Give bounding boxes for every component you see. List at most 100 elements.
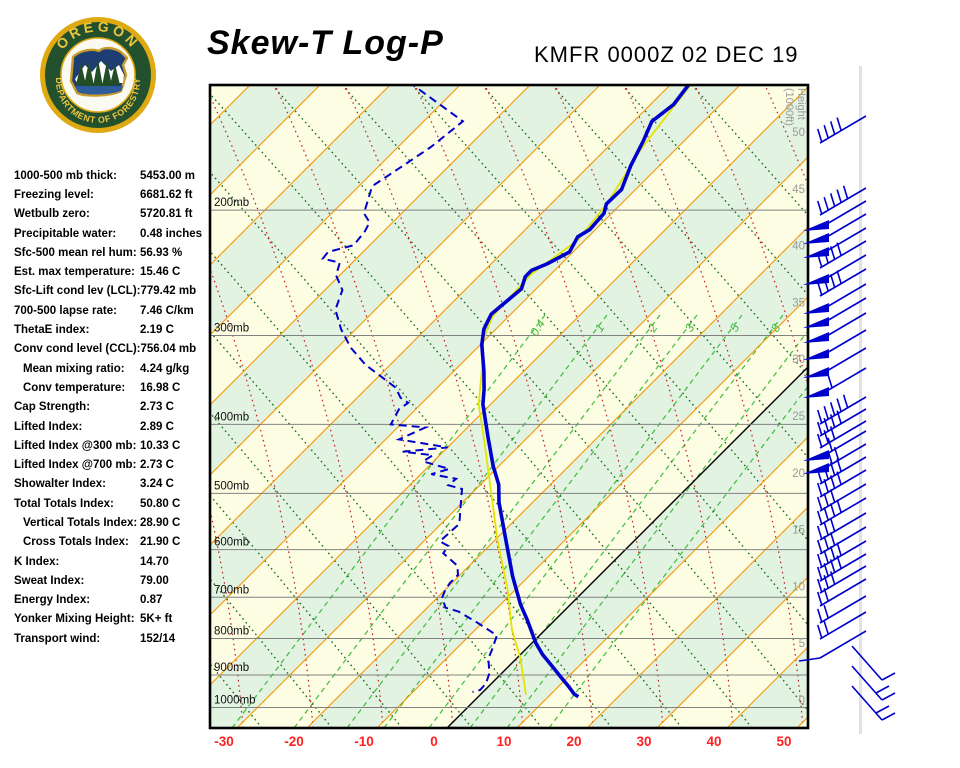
index-label: Freezing level: bbox=[14, 188, 94, 201]
station-datetime: KMFR 0000Z 02 DEC 19 bbox=[534, 42, 799, 67]
isotherm-line bbox=[210, 85, 391, 266]
index-row: Yonker Mixing Height: 5K+ ft bbox=[14, 610, 210, 629]
index-label: Energy Index: bbox=[14, 594, 91, 607]
wind-barb bbox=[816, 565, 867, 594]
index-label: K Index: bbox=[14, 555, 60, 568]
temp-tick-label: -30 bbox=[214, 734, 234, 749]
wind-barb bbox=[803, 329, 867, 360]
index-row: Mean mixing ratio: 4.24 g/kg bbox=[14, 359, 210, 378]
index-value: 50.80 C bbox=[140, 497, 181, 510]
wind-barb bbox=[816, 526, 867, 555]
index-label: Sfc-Lift cond lev (LCL): bbox=[14, 285, 141, 298]
wind-barb bbox=[816, 611, 867, 640]
index-row: Precipitable water: 0.48 inches bbox=[14, 224, 210, 243]
wind-barb bbox=[803, 200, 867, 231]
index-label: Precipitable water: bbox=[14, 227, 117, 240]
index-value: 2.19 C bbox=[140, 324, 174, 337]
wind-barb bbox=[816, 268, 867, 297]
wind-barb bbox=[803, 297, 867, 328]
wind-barb bbox=[851, 645, 896, 681]
index-value: 5453.00 m bbox=[140, 169, 195, 182]
wind-barb bbox=[816, 578, 867, 607]
wind-barb bbox=[803, 283, 867, 314]
index-label: Lifted Index @700 mb: bbox=[14, 459, 137, 472]
isotherm-line bbox=[210, 85, 671, 546]
index-row: Est. max temperature: 15.46 C bbox=[14, 262, 210, 281]
index-row: Cross Totals Index: 21.90 C bbox=[14, 533, 210, 552]
moist-adiabat-line bbox=[694, 85, 808, 388]
wind-barb bbox=[803, 227, 867, 258]
index-row: Vertical Totals Index: 28.90 C bbox=[14, 513, 210, 532]
page-title: Skew-T Log-P bbox=[207, 24, 444, 62]
index-label: Conv temperature: bbox=[23, 381, 126, 394]
index-value: 21.90 C bbox=[140, 536, 181, 549]
moist-adiabat-line bbox=[414, 85, 594, 728]
index-value: 0.87 bbox=[140, 594, 163, 607]
moist-adiabat-line bbox=[344, 85, 524, 728]
wind-barb bbox=[816, 483, 867, 512]
height-tick-label: 25 bbox=[792, 411, 805, 423]
index-row: Cap Strength: 2.73 C bbox=[14, 398, 210, 417]
index-value: 7.46 C/km bbox=[140, 304, 194, 317]
index-value: 5K+ ft bbox=[140, 613, 173, 626]
wind-barb bbox=[803, 443, 867, 474]
index-row: Lifted Index @300 mb: 10.33 C bbox=[14, 436, 210, 455]
temp-tick-label: -20 bbox=[284, 734, 304, 749]
index-value: 28.90 C bbox=[140, 516, 181, 529]
index-label: Vertical Totals Index: bbox=[23, 516, 138, 529]
wind-barb bbox=[816, 408, 867, 437]
temp-tick-label: 10 bbox=[496, 734, 511, 749]
pressure-label: 600mb bbox=[214, 537, 249, 549]
index-label: 1000-500 mb thick: bbox=[14, 169, 117, 182]
index-value: 79.00 bbox=[140, 574, 169, 587]
temp-tick-label: 0 bbox=[430, 734, 438, 749]
wind-barb bbox=[798, 630, 867, 662]
wind-barb bbox=[816, 540, 867, 569]
index-row: Sfc-Lift cond lev (LCL): 779.42 mb bbox=[14, 282, 210, 301]
isotherm-line bbox=[210, 85, 741, 616]
index-row: Energy Index: 0.87 bbox=[14, 591, 210, 610]
index-value: 5720.81 ft bbox=[140, 208, 193, 221]
pressure-label: 800mb bbox=[214, 626, 249, 638]
wind-barb bbox=[851, 685, 896, 721]
index-label: Est. max temperature: bbox=[14, 266, 135, 279]
isotherm-line bbox=[796, 716, 808, 728]
zero-isotherm-line bbox=[446, 366, 808, 728]
temp-tick-label: 40 bbox=[706, 734, 721, 749]
height-tick-label: 50 bbox=[792, 127, 805, 139]
isotherm-line bbox=[516, 436, 808, 728]
index-row: Total Totals Index: 50.80 C bbox=[14, 494, 210, 513]
index-label: Mean mixing ratio: bbox=[23, 362, 125, 375]
index-value: 14.70 bbox=[140, 555, 169, 568]
wind-barb bbox=[816, 497, 867, 526]
dry-adiabat-line bbox=[0, 85, 52, 728]
index-value: 56.93 % bbox=[140, 246, 183, 259]
isotherm-line bbox=[210, 85, 461, 336]
temp-tick-label: 30 bbox=[636, 734, 651, 749]
height-tick-label: 30 bbox=[792, 354, 805, 366]
index-row: Conv cond level (CCL): 756.04 mb bbox=[14, 340, 210, 359]
index-value: 15.46 C bbox=[140, 266, 181, 279]
index-row: Transport wind: 152/14 bbox=[14, 629, 210, 648]
odf-logo: OREGON DEPARTMENT OF FORESTRY bbox=[40, 17, 156, 133]
pressure-label: 700mb bbox=[214, 584, 249, 596]
wind-barb bbox=[803, 213, 867, 244]
index-row: ThetaE index: 2.19 C bbox=[14, 320, 210, 339]
index-value: 3.24 C bbox=[140, 478, 174, 491]
pressure-label: 300mb bbox=[214, 322, 249, 334]
temp-tick-label: 50 bbox=[776, 734, 791, 749]
index-label: Sfc-500 mean rel hum: bbox=[14, 246, 137, 259]
height-tick-label: 0 bbox=[799, 695, 805, 707]
index-label: 700-500 lapse rate: bbox=[14, 304, 117, 317]
dry-adiabat-line bbox=[0, 85, 192, 728]
index-row: 700-500 lapse rate: 7.46 C/km bbox=[14, 301, 210, 320]
height-tick-label: 45 bbox=[792, 184, 805, 196]
index-row: 1000-500 mb thick: 5453.00 m bbox=[14, 166, 210, 185]
index-row: Lifted Index @700 mb: 2.73 C bbox=[14, 455, 210, 474]
height-axis-title-units: (1000ft) bbox=[783, 88, 795, 126]
isotherm-line bbox=[306, 226, 808, 728]
index-label: Total Totals Index: bbox=[14, 497, 114, 510]
wind-barb bbox=[816, 469, 867, 498]
index-row: Conv temperature: 16.98 C bbox=[14, 378, 210, 397]
